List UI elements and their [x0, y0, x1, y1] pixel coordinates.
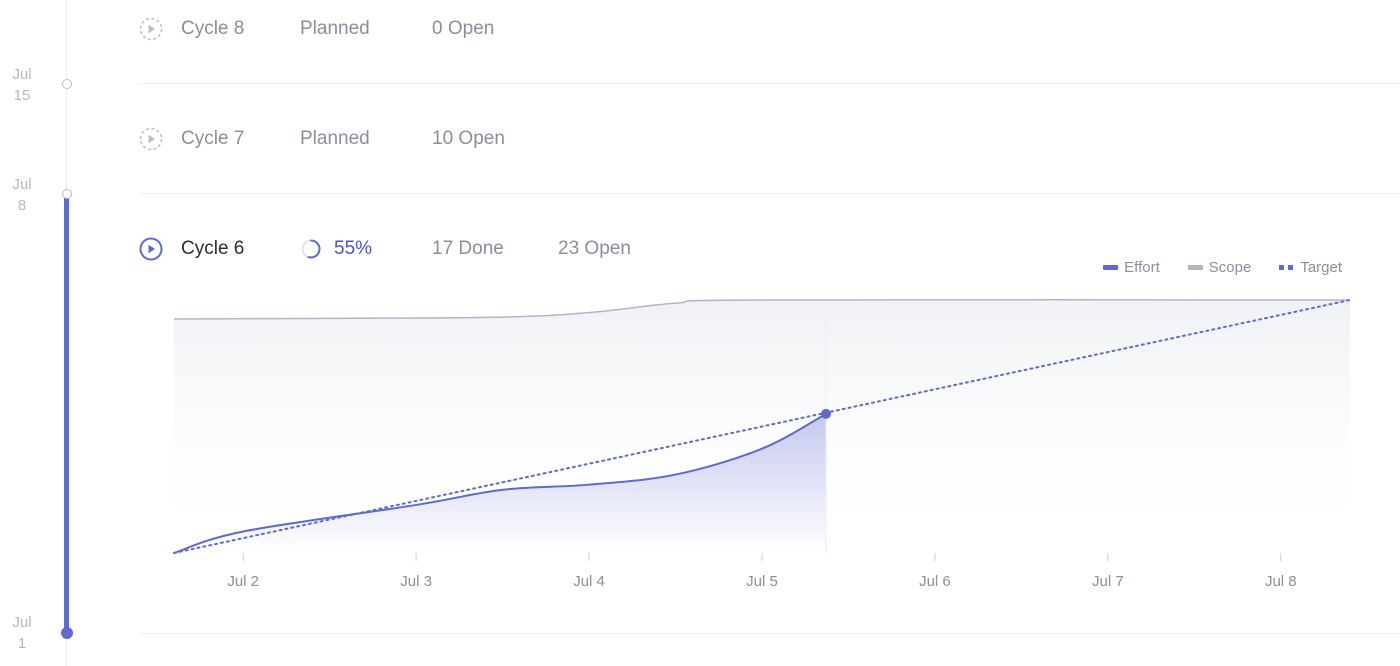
effort-swatch — [1103, 265, 1119, 270]
x-tick-label: Jul 8 — [1265, 573, 1297, 590]
timeline-date-jul-15: Jul 15 — [2, 64, 42, 106]
legend-target[interactable]: Target — [1279, 259, 1342, 276]
row-divider — [139, 193, 1400, 194]
scope-line — [173, 299, 1351, 320]
date-day: 1 — [17, 635, 27, 652]
scope-swatch — [1187, 265, 1203, 270]
effort-line — [173, 412, 827, 554]
legend-label: Scope — [1208, 259, 1252, 276]
timeline-node-cycle-8[interactable] — [62, 79, 72, 89]
cycle-name: Cycle 8 — [181, 18, 245, 39]
cycle-row-cycle-7[interactable]: Cycle 7 Planned 10 Open — [139, 124, 505, 154]
x-tick-label: Jul 7 — [1092, 573, 1124, 590]
timeline-date-jul-8: Jul 8 — [2, 174, 42, 216]
date-month: Jul — [12, 176, 32, 193]
timeline-active-segment — [64, 194, 69, 632]
cycle-open-count: 10 Open — [432, 128, 505, 149]
cycle-name: Cycle 6 — [181, 238, 245, 259]
cycle-planned-icon — [139, 127, 163, 151]
x-tick-label: Jul 6 — [919, 573, 951, 590]
timeline-node-cycle-6[interactable] — [61, 627, 73, 639]
progress-ring-icon — [301, 239, 321, 259]
target-swatch — [1279, 265, 1294, 270]
timeline-node-cycle-7[interactable] — [62, 189, 72, 199]
row-divider — [139, 633, 1400, 634]
chart-legend: Effort Scope Target — [1103, 259, 1342, 276]
cycle-status: Planned — [300, 128, 370, 149]
x-tick-label: Jul 2 — [227, 573, 259, 590]
progress-percent: 55% — [334, 238, 373, 259]
date-day: 15 — [13, 87, 31, 104]
date-day: 8 — [17, 197, 27, 214]
x-tick-label: Jul 5 — [746, 573, 778, 590]
x-tick-label: Jul 3 — [400, 573, 432, 590]
cycle-active-icon — [139, 237, 163, 261]
cycle-planned-icon — [139, 17, 163, 41]
cycle-row-cycle-8[interactable]: Cycle 8 Planned 0 Open — [139, 14, 494, 44]
legend-scope[interactable]: Scope — [1187, 259, 1252, 276]
effort-current-point — [820, 408, 831, 419]
date-month: Jul — [12, 66, 32, 83]
legend-label: Target — [1300, 259, 1342, 276]
timeline-date-jul-1: Jul 1 — [2, 612, 42, 654]
cycle-done-count: 17 Done — [432, 238, 504, 259]
cycle-progress: 55% — [300, 238, 432, 260]
effort-area — [174, 413, 826, 553]
cycle-open-count: 0 Open — [432, 18, 495, 39]
cycle-status: Planned — [300, 18, 370, 39]
legend-effort[interactable]: Effort — [1103, 259, 1160, 276]
cycle-row-cycle-6[interactable]: Cycle 6 55% 17 Done 23 Open — [139, 234, 631, 264]
date-month: Jul — [12, 614, 32, 631]
x-tick-label: Jul 4 — [573, 573, 605, 590]
legend-label: Effort — [1124, 259, 1160, 276]
cycle-open-count: 23 Open — [558, 238, 631, 259]
cycle-name: Cycle 7 — [181, 128, 245, 149]
row-divider — [139, 83, 1400, 84]
